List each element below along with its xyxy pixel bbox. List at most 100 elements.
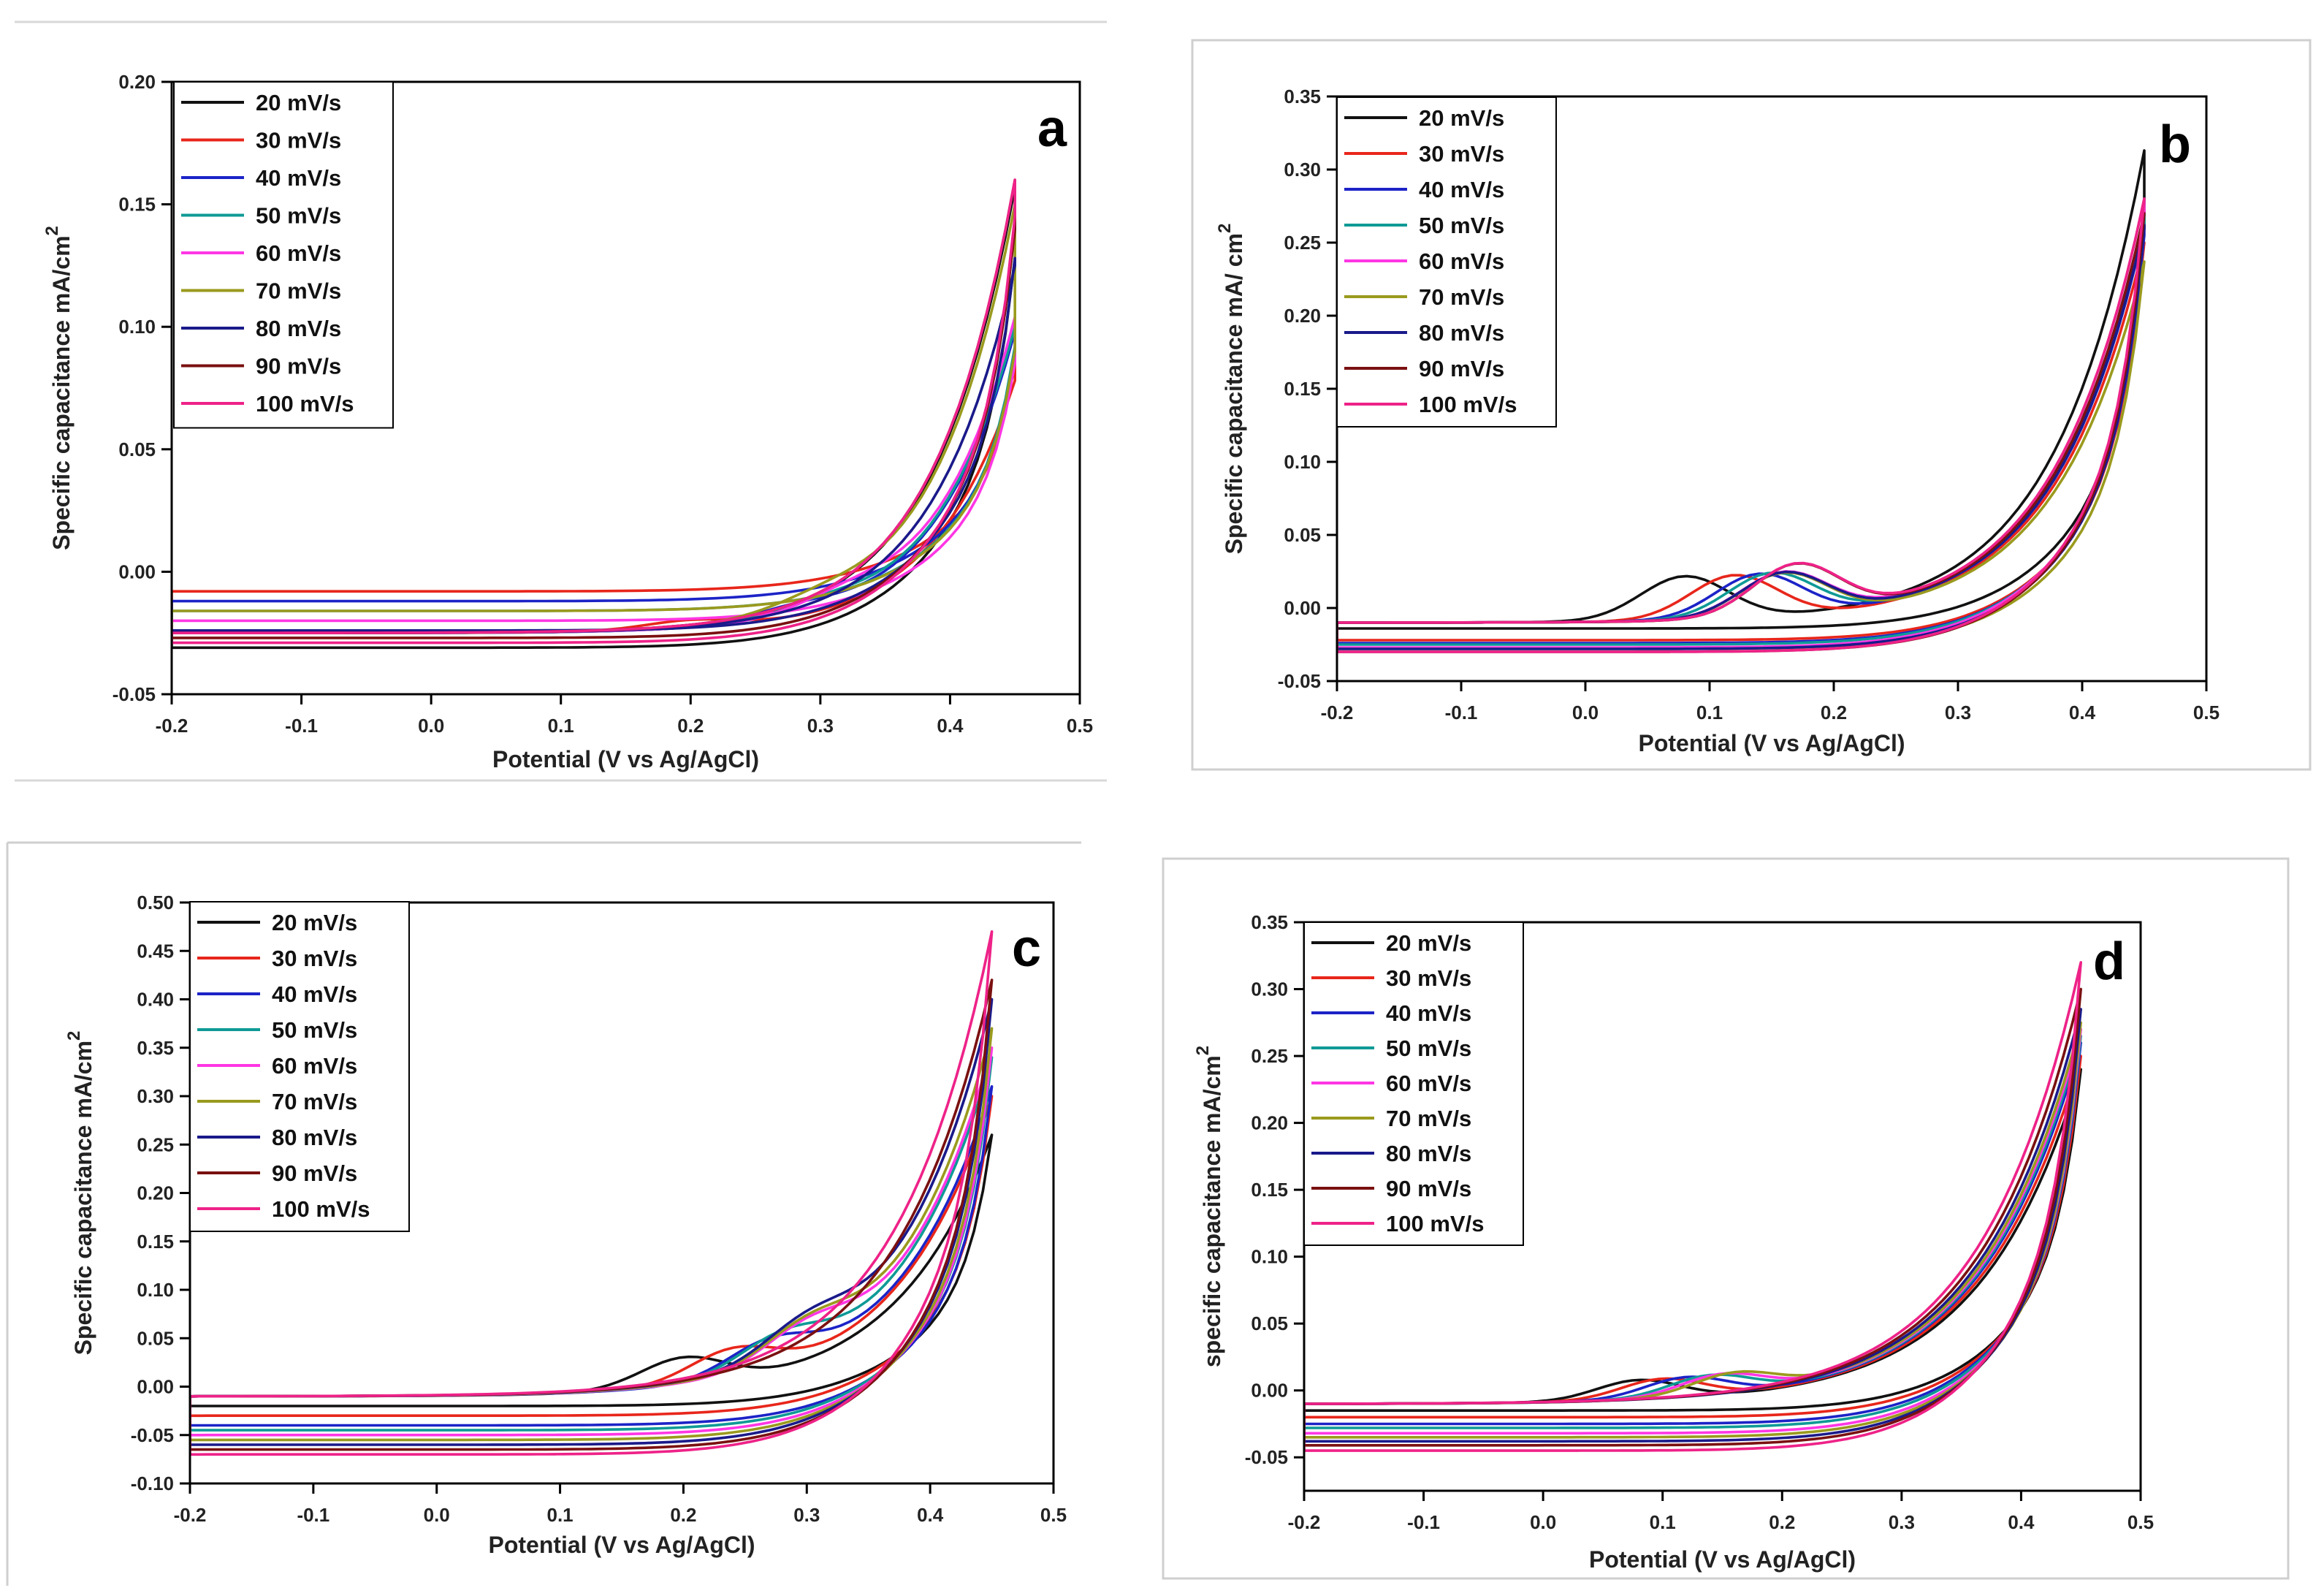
y-tick-label: 0.15: [1284, 378, 1321, 400]
x-tick-label: -0.1: [1407, 1511, 1440, 1533]
x-axis-title: Potential (V vs Ag/AgCl): [488, 1532, 755, 1558]
x-tick-label: 0.0: [1530, 1511, 1556, 1533]
x-tick-label: 0.3: [807, 715, 834, 737]
y-tick-label: 0.45: [137, 940, 174, 962]
legend-label: 70 mV/s: [1386, 1106, 1471, 1131]
legend-label: 20 mV/s: [1419, 105, 1504, 131]
y-axis-title-superscript: 2: [64, 1031, 84, 1041]
series-line-100-mv-s: [1337, 197, 2146, 653]
legend-label: 70 mV/s: [272, 1089, 357, 1114]
y-tick-label: 0.20: [1284, 305, 1321, 327]
x-tick-label: 0.0: [1572, 702, 1599, 723]
y-axis-title-superscript: 2: [42, 226, 62, 235]
x-tick-label: 0.3: [1889, 1511, 1915, 1533]
chart-panel-c: -0.2 -0.1 0.0 0.1 0.2 0.3 0.4 0.5 -0.10 -0.05 0.00…: [64, 892, 1067, 1558]
x-axis-title: Potential (V vs Ag/AgCl): [1589, 1546, 1856, 1573]
y-tick-label: 0.25: [1284, 232, 1321, 254]
legend-label: 30 mV/s: [1419, 141, 1504, 167]
x-tick-label: 0.5: [1067, 715, 1093, 737]
y-axis-title-main: specific capacitance mA/cm: [1199, 1055, 1225, 1367]
x-tick-label: -0.1: [1445, 702, 1478, 723]
x-tick-label: -0.1: [297, 1504, 329, 1526]
y-tick-label: 0.00: [118, 560, 156, 582]
y-axis-title: specific capacitance mA/cm2: [1193, 1046, 1225, 1367]
y-tick-label: 0.15: [137, 1231, 174, 1253]
x-tick-label: 0.4: [937, 715, 964, 737]
y-tick-label: 0.30: [137, 1085, 174, 1107]
series-line-100-mv-s: [190, 930, 994, 1456]
y-tick-label: 0.15: [1251, 1179, 1288, 1201]
y-tick-label: -0.05: [113, 683, 156, 705]
x-tick-label: 0.2: [1821, 702, 1847, 723]
x-tick-label: 0.1: [1650, 1511, 1676, 1533]
x-axis-title: Potential (V vs Ag/AgCl): [492, 746, 759, 772]
x-tick-label: -0.2: [1321, 702, 1354, 723]
x-tick-label: 0.4: [2069, 702, 2096, 723]
y-axis-title: Specific capacitance mA/ cm2: [1215, 224, 1247, 555]
legend-label: 100 mV/s: [256, 391, 354, 417]
x-axis-title: Potential (V vs Ag/AgCl): [1638, 730, 1905, 756]
legend-label: 70 mV/s: [256, 278, 341, 304]
legend-label: 50 mV/s: [1386, 1036, 1471, 1061]
series-group: [1304, 961, 2082, 1452]
legend-label: 80 mV/s: [256, 316, 341, 341]
y-tick-label: -0.05: [131, 1424, 174, 1446]
x-tick-label: 0.5: [2127, 1511, 2154, 1533]
y-axis-title-main: Specific capacitance mA/ cm: [1221, 233, 1247, 554]
y-tick-label: 0.50: [137, 892, 174, 913]
legend-label: 100 mV/s: [1386, 1211, 1484, 1236]
panel-letter: a: [1037, 99, 1067, 158]
legend-label: 80 mV/s: [272, 1125, 357, 1150]
y-tick-label: 0.00: [1251, 1380, 1288, 1402]
y-tick-label: 0.20: [1251, 1112, 1288, 1134]
legend-label: 90 mV/s: [272, 1160, 357, 1186]
y-tick-label: -0.05: [1278, 670, 1321, 692]
legend-label: 80 mV/s: [1386, 1141, 1471, 1166]
y-axis-title: Specific capacitance mA/cm2: [64, 1031, 96, 1356]
x-tick-label: 0.5: [1040, 1504, 1067, 1526]
series-line-20-mv-s: [1304, 1068, 2082, 1412]
y-tick-label: 0.00: [1284, 597, 1321, 619]
y-tick-label: 0.05: [137, 1327, 174, 1349]
y-axis-title: Specific capacitance mA/cm2: [42, 226, 75, 550]
y-tick-label: -0.05: [1245, 1446, 1288, 1468]
x-tick-label: -0.2: [1288, 1511, 1321, 1533]
legend-label: 60 mV/s: [1386, 1071, 1471, 1096]
x-tick-label: 0.5: [2193, 702, 2220, 723]
x-tick-label: 0.0: [424, 1504, 450, 1526]
y-axis-title-superscript: 2: [1193, 1046, 1213, 1055]
series-line-100-mv-s: [172, 178, 1016, 645]
y-tick-label: 0.35: [1284, 86, 1321, 107]
y-tick-label: 0.25: [137, 1133, 174, 1155]
y-tick-label: 0.05: [118, 438, 156, 460]
legend: 20 mV/s 30 mV/s 40 mV/s 50 mV/s 60 mV/s 70 mV…: [173, 81, 394, 429]
legend-label: 100 mV/s: [1419, 392, 1517, 417]
legend-label: 50 mV/s: [256, 203, 341, 229]
legend-label: 70 mV/s: [1419, 284, 1504, 310]
legend-label: 40 mV/s: [256, 165, 341, 191]
y-tick-label: 0.05: [1284, 524, 1321, 546]
y-tick-label: 0.15: [118, 194, 156, 216]
legend-label: 20 mV/s: [1386, 930, 1471, 956]
y-tick-label: 0.25: [1251, 1045, 1288, 1067]
x-tick-label: 0.0: [418, 715, 444, 737]
chart-panel-d: -0.2 -0.1 0.0 0.1 0.2 0.3 0.4 0.5 -0.05 0.00 0.05 0…: [1193, 911, 2154, 1573]
x-tick-label: -0.2: [156, 715, 188, 737]
legend-label: 50 mV/s: [1419, 213, 1504, 238]
x-tick-label: -0.1: [285, 715, 318, 737]
panel-letter: b: [2159, 115, 2191, 174]
x-tick-label: 0.4: [917, 1504, 944, 1526]
legend-label: 90 mV/s: [1386, 1176, 1471, 1201]
legend: 20 mV/s 30 mV/s 40 mV/s 50 mV/s 60 mV/s 70 mV…: [189, 901, 410, 1232]
series-group: [190, 930, 994, 1456]
legend-label: 20 mV/s: [272, 910, 357, 935]
x-tick-label: 0.3: [793, 1504, 820, 1526]
y-tick-label: 0.05: [1251, 1312, 1288, 1334]
chart-panel-b: -0.2 -0.1 0.0 0.1 0.2 0.3 0.4 0.5 -0.05 0.00 0.05 0…: [1215, 86, 2220, 756]
y-tick-label: 0.10: [1251, 1246, 1288, 1268]
y-tick-label: 0.40: [137, 989, 174, 1011]
plot-frame: [170, 80, 1081, 696]
legend-label: 30 mV/s: [272, 946, 357, 971]
legend-label: 30 mV/s: [256, 128, 341, 153]
